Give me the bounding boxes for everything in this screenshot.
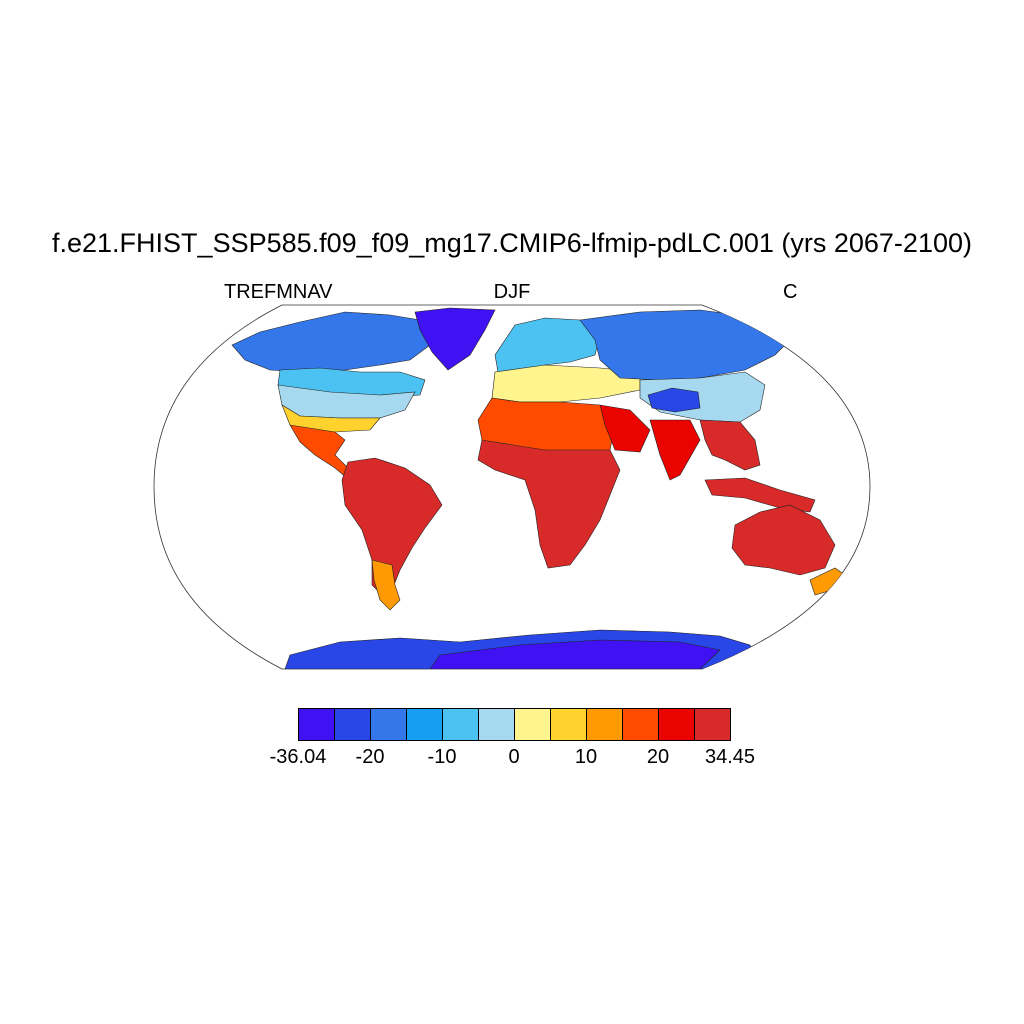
arabia-region [599,404,651,453]
colorbar-label: -36.04 [269,746,327,768]
colorbar-label: -10 [427,746,457,768]
units-label: C [783,281,798,303]
variable-label: TREFMNAV [224,281,333,303]
colorbar-swatch-4 [443,709,479,740]
africa-tropics-region [477,439,621,569]
colorbar-swatch-0 [299,709,335,740]
greenland-region [414,307,496,371]
season-label: DJF [493,281,531,303]
colorbar-label: -20 [355,746,385,768]
australia-region [731,504,836,576]
map-title: f.e21.FHIST_SSP585.f09_f09_mg17.CMIP6-lf… [52,228,972,258]
colorbar-swatch-9 [623,709,659,740]
colorbar-swatch-3 [407,709,443,740]
colorbar-label: 10 [574,746,598,768]
colorbar-swatch-8 [587,709,623,740]
colorbar [298,708,731,741]
patagonia-region [371,559,401,611]
southeast-asia-region [699,419,761,471]
south-america-region [341,457,443,599]
india-region [649,419,701,481]
colorbar-swatch-2 [371,709,407,740]
antarctica-interior-region [429,639,721,669]
colorbar-swatch-5 [479,709,515,740]
colorbar-label: 0 [508,746,520,768]
colorbar-swatch-6 [515,709,551,740]
colorbar-swatch-11 [695,709,730,740]
colorbar-label: 34.45 [704,746,756,768]
tibet-region [647,387,701,413]
colorbar-label: 20 [646,746,670,768]
indonesia-region [704,477,816,513]
colorbar-swatch-7 [551,709,587,740]
colorbar-swatch-10 [659,709,695,740]
europe-region [494,317,601,373]
siberia-region [579,309,791,381]
colorbar-swatch-1 [335,709,371,740]
canada-north-region [231,311,431,373]
